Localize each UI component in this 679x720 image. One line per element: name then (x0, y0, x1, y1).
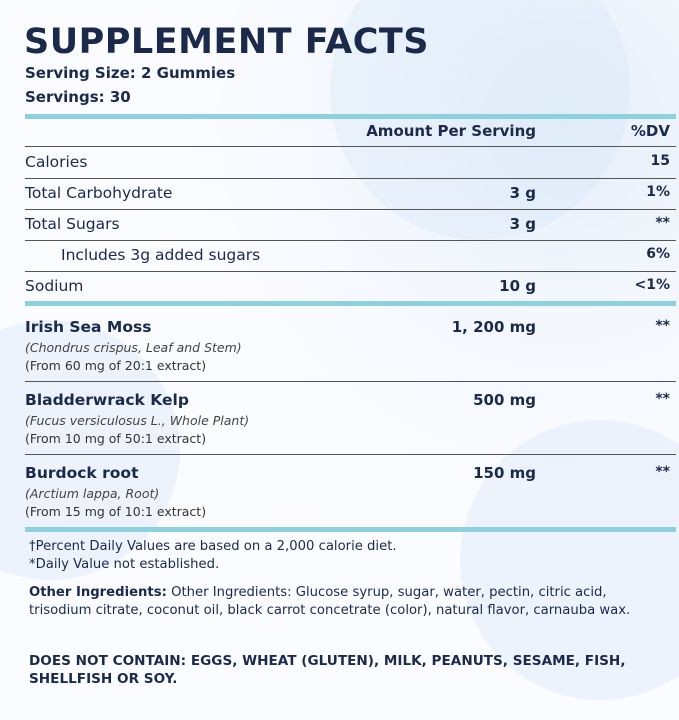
nutrient-amount: 10 g (499, 277, 536, 295)
other-ingredients: Other Ingredients: Other Ingredients: Gl… (29, 584, 669, 620)
other-ingredients-label: Other Ingredients: (29, 585, 167, 600)
serving-size: Serving Size: 2 Gummies (25, 64, 236, 82)
footnote: *Daily Value not established. (29, 557, 220, 572)
nutrient-name: Total Carbohydrate (25, 184, 173, 202)
divider-bar (25, 114, 676, 119)
nutrient-amount: 3 g (509, 184, 536, 202)
ingredient-extract: (From 60 mg of 20:1 extract) (25, 358, 207, 373)
nutrient-name: Total Sugars (25, 215, 120, 233)
divider (25, 381, 676, 382)
header-dv: %DV (630, 122, 670, 140)
ingredient-dv: ** (655, 464, 670, 480)
nutrient-name: Sodium (25, 277, 84, 295)
ingredient-latin: (Arctium lappa, Root) (25, 486, 160, 501)
divider (25, 146, 676, 147)
nutrient-amount: 3 g (509, 215, 536, 233)
divider-bar (25, 527, 676, 532)
nutrient-dv: 1% (646, 184, 670, 200)
nutrient-name: Includes 3g added sugars (61, 246, 261, 264)
nutrient-dv: <1% (634, 277, 671, 293)
header-amount: Amount Per Serving (366, 122, 536, 140)
ingredient-dv: ** (655, 318, 670, 334)
ingredient-extract: (From 15 mg of 10:1 extract) (25, 504, 207, 519)
ingredient-name: Bladderwrack Kelp (25, 391, 189, 409)
nutrient-dv: ** (655, 215, 670, 231)
nutrient-dv: 6% (646, 246, 670, 262)
does-not-contain: DOES NOT CONTAIN: EGGS, WHEAT (GLUTEN), … (29, 653, 626, 687)
divider (25, 240, 676, 241)
ingredient-amount: 150 mg (473, 464, 536, 482)
title: SUPPLEMENT FACTS (24, 22, 429, 62)
nutrient-dv: 15 (650, 153, 670, 169)
servings: Servings: 30 (25, 88, 131, 106)
divider-bar (25, 301, 676, 306)
divider (25, 209, 676, 210)
divider (25, 271, 676, 272)
nutrient-name: Calories (25, 153, 88, 171)
ingredient-latin: (Fucus versiculosus L., Whole Plant) (25, 413, 250, 428)
ingredient-dv: ** (655, 391, 670, 407)
background-bubble (460, 420, 679, 700)
ingredient-amount: 500 mg (473, 391, 536, 409)
divider (25, 454, 676, 455)
ingredient-latin: (Chondrus crispus, Leaf and Stem) (25, 340, 242, 355)
footnote: †Percent Daily Values are based on a 2,0… (29, 539, 397, 554)
ingredient-name: Irish Sea Moss (25, 318, 152, 336)
ingredient-extract: (From 10 mg of 50:1 extract) (25, 431, 207, 446)
divider (25, 178, 676, 179)
other-ingredients-text: Other Ingredients: Glucose syrup, sugar,… (29, 585, 631, 618)
ingredient-amount: 1, 200 mg (451, 318, 536, 336)
ingredient-name: Burdock root (25, 464, 139, 482)
background-bubble (330, 0, 630, 240)
